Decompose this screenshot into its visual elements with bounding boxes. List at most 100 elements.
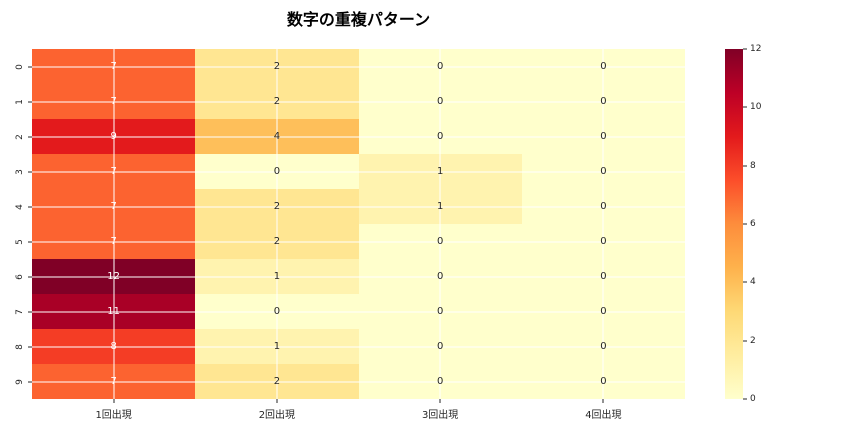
cell-value: 0 [600,235,607,247]
cell-value: 8 [110,340,117,352]
colorbar-tick [743,340,747,342]
x-tick [276,399,278,403]
x-tick-label: 2回出現 [258,410,296,421]
gridline-horizontal [32,101,685,102]
x-tick-label: 1回出現 [95,410,132,421]
cell-value: 1 [436,200,444,212]
gridline-horizontal [32,346,685,347]
cell-value: 1 [436,165,444,177]
y-tick-label: 4 [15,203,25,210]
cell-value: 0 [600,130,607,142]
y-tick-label: 0 [15,63,25,70]
colorbar-tick [743,48,747,50]
y-tick-label: 9 [15,378,25,385]
heatmap-annotations: 7 2 0 0 7 2 0 0 9 4 0 0 7 0 1 0 7 2 1 0 7 2 0 0 12 1 0 0 11 0 0 0 8 1 0 0 7 2… [32,49,685,399]
colorbar-tick-label: 8 [750,160,756,171]
x-tick-label: 3回出現 [421,410,459,421]
y-tick-label: 2 [15,133,25,140]
cell-value: 7 [110,375,117,387]
cell-value: 7 [110,95,117,107]
cell-value: 7 [110,235,117,247]
y-tick-label: 5 [15,238,25,245]
cell-value: 4 [273,130,281,142]
gridline-horizontal [32,136,685,137]
cell-value: 0 [600,270,607,282]
x-tick [602,399,604,403]
chart-title: 数字の重複パターン [286,10,431,29]
heatmap-gridlines [32,49,685,399]
cell-value: 12 [107,270,120,282]
cell-value: 2 [273,60,281,72]
y-tick-label: 3 [15,168,25,175]
y-tick [28,276,32,277]
y-tick-label: 6 [15,273,25,280]
cell-value: 7 [110,60,117,72]
y-tick [28,101,32,102]
gridline-horizontal [32,206,685,207]
cell-value: 0 [273,305,281,317]
colorbar-tick-label: 10 [750,102,762,113]
cell-value: 1 [273,340,281,352]
y-tick-label: 1 [15,98,25,105]
heatmap-plot: 7 2 0 0 7 2 0 0 9 4 0 0 7 0 1 0 7 2 1 0 7 2 0 0 12 1 0 0 11 0 0 0 8 1 0 0 7 2… [32,49,685,399]
colorbar-tick [743,398,747,400]
gridline-horizontal [32,66,685,67]
y-tick [28,66,32,67]
colorbar-tick-label: 0 [750,394,756,404]
cell-value: 2 [273,235,281,247]
colorbar-tick [743,165,747,167]
cell-value: 0 [600,375,607,387]
cell-value: 0 [436,235,444,247]
colorbar-tick [743,223,747,225]
cell-value: 0 [600,95,607,107]
gridline-horizontal [32,171,685,172]
cell-value: 0 [600,305,607,317]
gridline-horizontal [32,276,685,277]
cell-value: 0 [273,165,281,177]
gridline-horizontal [32,311,685,312]
cell-value: 0 [600,60,607,72]
y-tick-label: 8 [15,343,25,350]
colorbar-ticks: 0 2 4 6 8 10 12 [743,44,803,404]
y-tick [28,206,32,207]
colorbar-tick [743,281,747,283]
cell-value: 0 [436,270,444,282]
cell-value: 0 [600,165,607,177]
gridline-vertical [113,49,115,399]
cell-value: 0 [436,305,444,317]
cell-value: 0 [436,95,444,107]
x-axis: 1回出現 2回出現 3回出現 4回出現 [32,399,685,427]
cell-value: 2 [273,95,281,107]
y-tick [28,311,32,312]
cell-value: 2 [273,375,281,387]
gridline-horizontal [32,241,685,242]
cell-value: 0 [436,375,444,387]
cell-value: 0 [436,130,444,142]
cell-value: 0 [600,340,607,352]
colorbar-gradient [725,49,743,399]
x-tick [113,399,115,403]
y-tick [28,346,32,347]
gridline-vertical [602,49,604,399]
x-tick [439,399,441,403]
y-tick-label: 7 [15,308,25,315]
cell-value: 7 [110,165,117,177]
colorbar-tick-label: 12 [750,44,762,54]
cell-value: 11 [107,305,120,317]
cell-value: 1 [273,270,281,282]
gridline-vertical [439,49,441,399]
gridline-horizontal [32,381,685,382]
gridline-vertical [276,49,278,399]
colorbar-tick-label: 6 [750,219,756,229]
y-tick [28,381,32,382]
cell-value: 0 [600,200,607,212]
cell-value: 2 [273,200,281,212]
colorbar-tick [743,106,747,108]
y-tick [28,136,32,137]
y-tick [28,241,32,242]
cell-value: 0 [436,60,444,72]
y-tick [28,171,32,172]
cell-value: 9 [110,130,117,142]
cell-value: 7 [110,200,117,212]
